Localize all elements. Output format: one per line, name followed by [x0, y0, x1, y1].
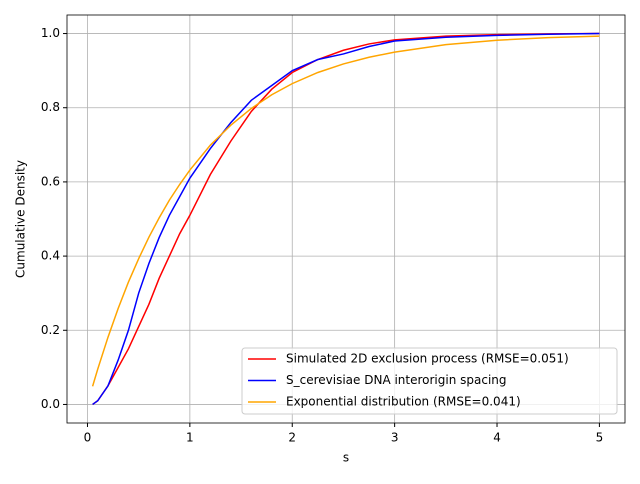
legend-label: Simulated 2D exclusion process (RMSE=0.0… — [286, 352, 569, 366]
x-tick-label: 4 — [493, 431, 501, 445]
x-tick-label: 5 — [596, 431, 604, 445]
legend-label: S_cerevisiae DNA interorigin spacing — [286, 373, 507, 387]
x-tick-label: 3 — [391, 431, 399, 445]
series-line — [91, 35, 600, 387]
legend-box — [241, 347, 618, 415]
x-tick-label: 0 — [84, 431, 92, 445]
y-tick-label: 0.8 — [41, 100, 60, 114]
x-tick-label: 1 — [186, 431, 194, 445]
y-tick-label: 0.2 — [41, 323, 60, 337]
x-axis-label: s — [343, 451, 349, 465]
y-tick-label: 0.0 — [41, 397, 60, 411]
plot-frame — [66, 14, 626, 424]
x-tick-label: 2 — [288, 431, 296, 445]
y-tick-label: 0.6 — [41, 174, 60, 188]
series-line — [92, 32, 600, 406]
y-tick-label: 0.4 — [41, 249, 60, 263]
y-tick-label: 1.0 — [41, 26, 60, 40]
legend-label: Exponential distribution (RMSE=0.041) — [286, 395, 521, 409]
y-axis-label: Cumulative Density — [14, 160, 28, 278]
